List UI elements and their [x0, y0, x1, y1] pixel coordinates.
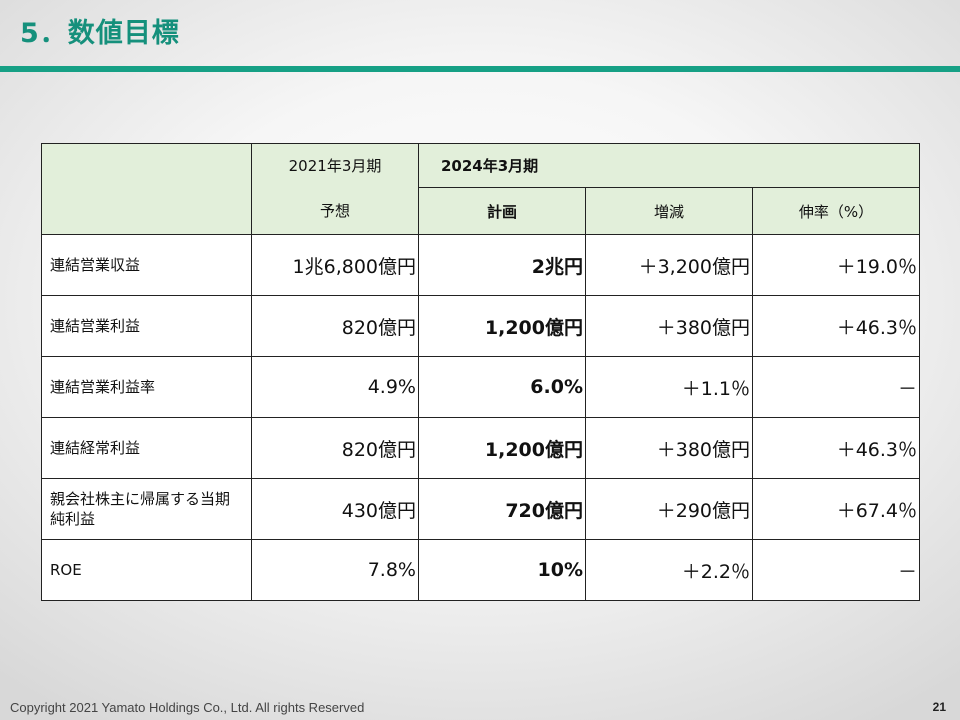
table-row: 親会社株主に帰属する当期純利益 430億円 720億円 ＋290億円 ＋67.4… — [41, 478, 921, 540]
forecast-value: 4.9% — [251, 356, 419, 418]
title-divider — [0, 66, 960, 72]
header-forecast-period: 2021年3月期 — [251, 143, 419, 188]
targets-table: 2021年3月期 2024年3月期 予想 計画 増減 伸率（%） 連結営業収益 … — [41, 143, 921, 601]
row-label: 親会社株主に帰属する当期純利益 — [41, 478, 252, 540]
change-value: ＋3,200億円 — [585, 234, 753, 296]
growth-value: ＋67.4％ — [751, 478, 921, 540]
plan-value: 2兆円 — [418, 234, 586, 296]
copyright-footer: Copyright 2021 Yamato Holdings Co., Ltd.… — [10, 700, 365, 715]
row-label: 連結営業収益 — [41, 234, 252, 296]
forecast-value: 1兆6,800億円 — [251, 234, 419, 296]
forecast-value: 820億円 — [251, 295, 419, 357]
change-value: ＋290億円 — [585, 478, 753, 540]
plan-value: 1,200億円 — [418, 295, 586, 357]
forecast-value: 7.8% — [251, 539, 419, 601]
header-row-1: 2021年3月期 2024年3月期 — [41, 143, 921, 235]
row-label: 連結営業利益率 — [41, 356, 252, 418]
slide-title: 5．数値目標 — [20, 18, 180, 49]
change-value: ＋2.2％ — [585, 539, 753, 601]
header-growth-label: 伸率（%） — [751, 187, 921, 235]
header-change-label: 増減 — [585, 187, 753, 235]
growth-value: ＋46.3％ — [751, 295, 921, 357]
growth-value: － — [751, 356, 921, 418]
row-label: 連結経常利益 — [41, 417, 252, 479]
header-forecast-label: 予想 — [251, 187, 419, 235]
table-row: 連結営業収益 1兆6,800億円 2兆円 ＋3,200億円 ＋19.0％ — [41, 234, 921, 296]
growth-value: ＋46.3％ — [751, 417, 921, 479]
plan-value: 720億円 — [418, 478, 586, 540]
plan-value: 10% — [418, 539, 586, 601]
plan-value: 1,200億円 — [418, 417, 586, 479]
row-label: 連結営業利益 — [41, 295, 252, 357]
change-value: ＋380億円 — [585, 417, 753, 479]
growth-value: ＋19.0％ — [751, 234, 921, 296]
header-corner-cell — [41, 143, 252, 235]
forecast-value: 430億円 — [251, 478, 419, 540]
page-number: 21 — [932, 700, 946, 714]
header-row-2: 予想 計画 増減 伸率（%） — [42, 187, 921, 235]
change-value: ＋1.1％ — [585, 356, 753, 418]
row-label: ROE — [41, 539, 252, 601]
growth-value: － — [751, 539, 921, 601]
table-row: ROE 7.8% 10% ＋2.2％ － — [41, 539, 921, 601]
table-row: 連結経常利益 820億円 1,200億円 ＋380億円 ＋46.3％ — [41, 417, 921, 479]
change-value: ＋380億円 — [585, 295, 753, 357]
header-plan-period: 2024年3月期 — [417, 143, 921, 188]
forecast-value: 820億円 — [251, 417, 419, 479]
header-plan-label: 計画 — [418, 187, 586, 235]
table-row: 連結営業利益率 4.9% 6.0% ＋1.1％ － — [41, 356, 921, 418]
table-row: 連結営業利益 820億円 1,200億円 ＋380億円 ＋46.3％ — [41, 295, 921, 357]
plan-value: 6.0% — [418, 356, 586, 418]
